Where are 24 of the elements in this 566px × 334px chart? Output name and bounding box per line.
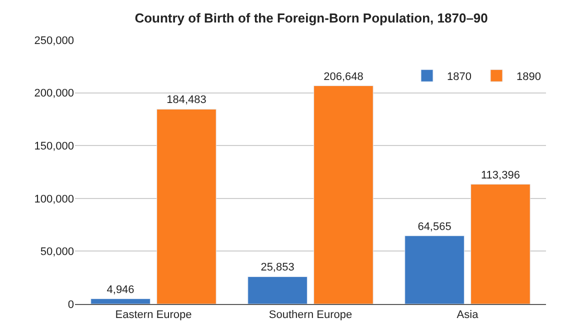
legend-label: 1870 [447,70,472,83]
data-label: 64,565 [418,220,452,233]
data-label: 184,483 [166,94,206,106]
data-label: 25,853 [260,262,294,274]
y-tick-label: 250,000 [34,34,74,47]
legend-label: 1890 [516,70,541,83]
data-label: 206,648 [324,70,364,83]
data-label: 113,396 [480,169,520,182]
bar [404,236,464,304]
y-tick-label: 100,000 [34,193,74,206]
bar [90,298,150,304]
bar [248,276,308,304]
bar [470,184,530,304]
y-tick-label: 50,000 [40,246,74,258]
data-label: 4,946 [106,284,134,296]
x-tick-label: Asia [456,309,480,322]
bar [314,86,374,304]
y-tick-label: 200,000 [34,88,74,100]
bar [156,108,216,304]
y-tick-label: 0 [68,298,74,311]
x-tick-label: Eastern Europe [115,309,192,322]
y-tick-label: 150,000 [34,140,74,152]
x-tick-label: Southern Europe [268,309,352,322]
chart-title: Country of Birth of the Foreign-Born Population, 1870–90 [134,10,488,26]
